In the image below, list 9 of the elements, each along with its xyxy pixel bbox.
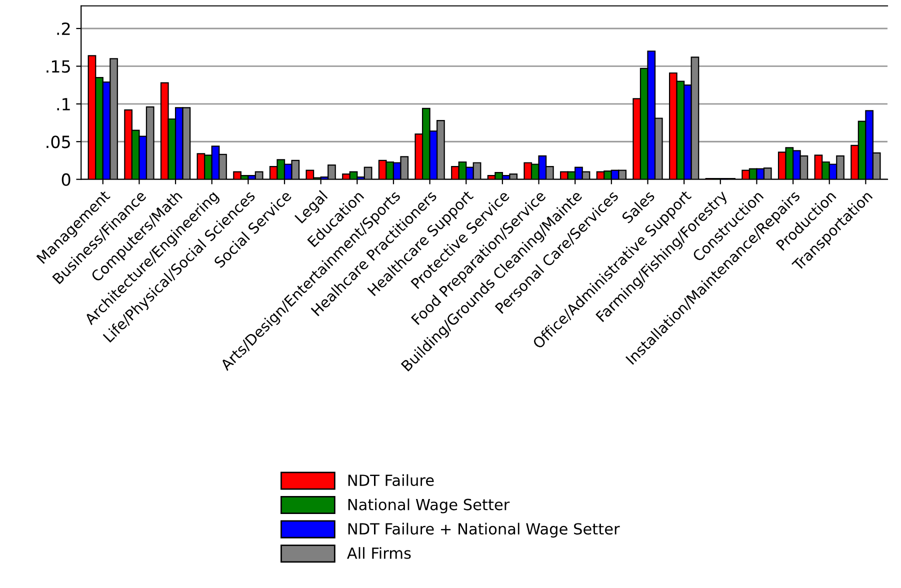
- y-tick-label: .1: [57, 98, 70, 110]
- y-tick-label: .15: [46, 60, 70, 73]
- legend-label: All Firms: [347, 547, 411, 559]
- y-tick-label: .05: [46, 136, 70, 148]
- legend-label: NDT Failure + National Wage Setter: [348, 522, 620, 538]
- y-tick-label: 0: [62, 173, 70, 186]
- y-tick-label: .2: [57, 22, 70, 35]
- legend-label: NDT Failure: [348, 474, 434, 486]
- legend-label: National Wage Setter: [348, 498, 510, 514]
